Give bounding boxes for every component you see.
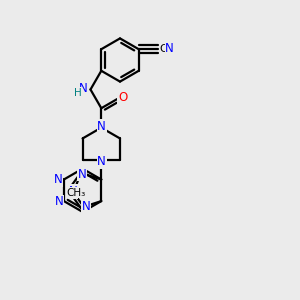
- Text: N: N: [97, 120, 106, 133]
- Text: N: N: [82, 200, 91, 213]
- Text: N: N: [54, 173, 63, 186]
- Text: C: C: [159, 44, 167, 54]
- Text: CH₃: CH₃: [66, 188, 86, 198]
- Text: N: N: [165, 42, 174, 56]
- Text: N: N: [97, 155, 106, 168]
- Text: O: O: [118, 91, 127, 104]
- Text: N: N: [55, 195, 64, 208]
- Text: N: N: [78, 167, 87, 181]
- Text: N: N: [68, 185, 77, 198]
- Text: N: N: [79, 82, 87, 95]
- Text: H: H: [74, 88, 82, 98]
